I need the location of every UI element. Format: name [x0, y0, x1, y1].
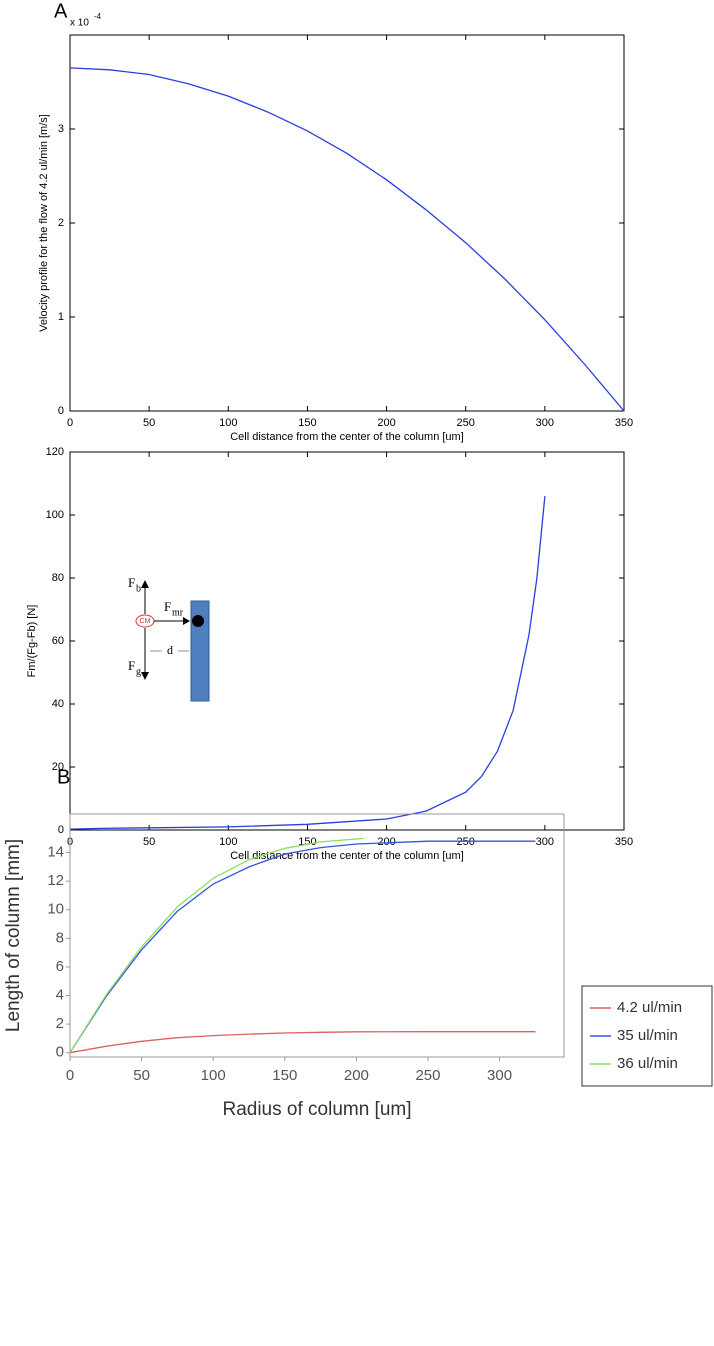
bead — [192, 615, 204, 627]
x-tick-label: 100 — [219, 417, 237, 429]
y-tick-label: 80 — [52, 572, 64, 584]
force-subscript: b — [136, 583, 141, 594]
y-tick-label: 40 — [52, 698, 64, 710]
force-subscript: mr — [172, 607, 184, 618]
x-axis-label: Cell distance from the center of the col… — [230, 431, 464, 443]
x-axis-label: Radius of column [um] — [222, 1099, 411, 1120]
x-tick-label: 0 — [66, 1067, 74, 1084]
x-tick-label: 50 — [143, 417, 155, 429]
force-label: F — [128, 658, 135, 673]
force-label: F — [128, 575, 135, 590]
legend-label: 36 ul/min — [617, 1055, 678, 1072]
x-tick-label: 250 — [457, 836, 475, 848]
legend-label: 4.2 ul/min — [617, 999, 682, 1016]
data-line — [69, 67, 625, 412]
x-tick-label: 200 — [344, 1067, 369, 1084]
arrowhead — [141, 672, 149, 680]
x-tick-label: 50 — [143, 836, 155, 848]
inset-diagram: CM d — [135, 580, 210, 702]
y-tick-label: 2 — [58, 217, 64, 229]
x-tick-label: 100 — [219, 836, 237, 848]
y-tick-label: 60 — [52, 635, 64, 647]
y-tick-label: 0 — [56, 1044, 64, 1061]
y-tick-label: 120 — [46, 446, 64, 458]
force-subscript: g — [136, 666, 141, 677]
y-tick-label: 8 — [56, 929, 64, 946]
panel-label: A — [54, 0, 68, 22]
x-tick-label: 250 — [415, 1067, 440, 1084]
y-axis-label: Velocity profile for the flow of 4.2 ul/… — [38, 114, 50, 332]
y-tick-label: 3 — [58, 123, 64, 135]
plot-frame — [69, 813, 565, 1058]
y-tick-label: 20 — [52, 761, 64, 773]
plot-frame — [69, 34, 625, 412]
x-tick-label: 0 — [67, 417, 73, 429]
y-tick-label: 1 — [58, 311, 64, 323]
y-tick-label: 4 — [56, 987, 64, 1004]
x-tick-label: 50 — [133, 1067, 150, 1084]
data-line — [69, 1031, 536, 1054]
arrowhead — [141, 580, 149, 588]
arrowhead — [183, 617, 190, 625]
force-label: F — [164, 599, 171, 614]
x-tick-label: 300 — [536, 417, 554, 429]
y-axis-label: Fm/(Fg-Fb) [N] — [26, 605, 38, 678]
x-tick-label: 300 — [487, 1067, 512, 1084]
x-tick-label: 300 — [536, 836, 554, 848]
y-tick-label: 12 — [47, 872, 64, 889]
x-tick-label: 150 — [298, 417, 316, 429]
data-line — [69, 837, 364, 1054]
distance-label: d — [167, 643, 173, 657]
legend-label: 35 ul/min — [617, 1027, 678, 1044]
x-tick-label: 250 — [457, 417, 475, 429]
y-tick-label: 0 — [58, 824, 64, 836]
y-tick-label: 10 — [47, 901, 64, 918]
x-tick-label: 200 — [377, 417, 395, 429]
x-tick-label: 350 — [615, 836, 633, 848]
y-tick-label: 100 — [46, 509, 64, 521]
y-tick-label: 14 — [47, 844, 64, 861]
data-line — [69, 840, 536, 1054]
x-tick-label: 200 — [377, 836, 395, 848]
x-tick-label: 150 — [298, 836, 316, 848]
x-tick-label: 350 — [615, 417, 633, 429]
x-tick-label: 100 — [201, 1067, 226, 1084]
x-axis-label: Cell distance from the center of the col… — [230, 850, 464, 862]
y-multiplier-exponent: -4 — [94, 12, 102, 21]
x-tick-label: 150 — [272, 1067, 297, 1084]
data-line — [69, 496, 546, 830]
y-tick-label: 2 — [56, 1015, 64, 1032]
cm-label: CM — [140, 618, 151, 625]
panel-label: B — [57, 766, 70, 788]
plot-frame — [69, 451, 625, 831]
y-multiplier: x 10 — [70, 18, 89, 29]
y-axis-label: Length of column [mm] — [3, 839, 24, 1032]
y-tick-label: 6 — [56, 958, 64, 975]
y-tick-label: 0 — [58, 405, 64, 417]
